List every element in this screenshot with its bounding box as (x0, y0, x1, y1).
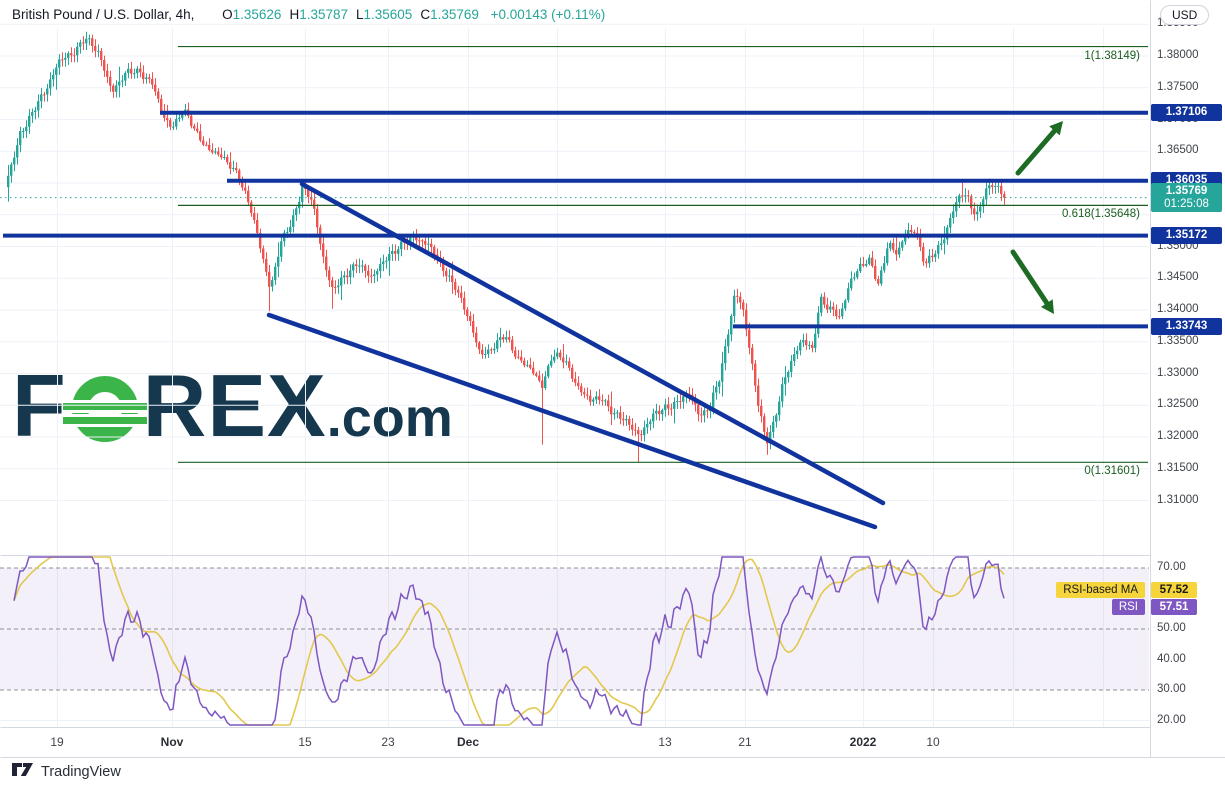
rsi-ma-value: 57.52 (1151, 582, 1197, 598)
price-tick: 1.32500 (1157, 398, 1199, 411)
time-label: 10 (926, 735, 940, 749)
currency-toggle[interactable]: USD (1160, 5, 1210, 25)
symbol-title[interactable]: British Pound / U.S. Dollar, 4h, (12, 7, 195, 22)
chart-header: British Pound / U.S. Dollar, 4h, O1.3562… (12, 7, 605, 22)
price-tick: 1.33500 (1157, 334, 1199, 347)
time-label: 19 (50, 735, 64, 749)
watermark-text-com: .com (326, 388, 453, 448)
ohlc-value: 1.35626 (232, 7, 282, 22)
tradingview-text: TradingView (41, 763, 121, 780)
rsi-ma-label: RSI-based MA (1056, 582, 1145, 598)
fib-label: 0.618(1.35648) (1061, 208, 1140, 221)
price-tick: 1.37500 (1157, 80, 1199, 93)
fib-label: 0(1.31601) (1084, 465, 1140, 478)
rsi-value: 57.51 (1151, 599, 1197, 615)
bar-countdown: 01:25:08 (1164, 197, 1209, 210)
rsi-tick: 20.00 (1157, 713, 1186, 726)
change-value: +0.00143 (+0.11%) (490, 7, 606, 22)
level-price-label: 1.33743 (1151, 317, 1222, 335)
price-tick: 1.38000 (1157, 49, 1199, 61)
ohlc-values: O1.35626 H1.35787 L1.35605 C1.35769 (214, 7, 479, 22)
tradingview-mark-icon (12, 763, 33, 776)
ohlc-key: O (222, 7, 233, 22)
forex-logo-o-icon (62, 376, 147, 442)
time-label: Nov (160, 735, 184, 749)
time-label: 2022 (849, 735, 877, 749)
rsi-tick: 50.00 (1157, 622, 1186, 634)
tradingview-logo[interactable]: TradingView (12, 763, 121, 780)
time-label: 21 (738, 735, 752, 749)
price-tick: 1.32000 (1157, 430, 1199, 442)
price-tick: 1.31500 (1157, 461, 1199, 474)
rsi-tick: 40.00 (1157, 652, 1186, 665)
ohlc-key: L (356, 7, 364, 22)
ohlc-key: H (289, 7, 300, 22)
level-price-label: 1.37106 (1151, 104, 1222, 122)
rsi-tick: 30.00 (1157, 683, 1186, 695)
ohlc-key: C (420, 7, 431, 22)
price-tick: 1.34000 (1157, 303, 1199, 315)
price-tick: 1.33000 (1157, 366, 1199, 379)
time-label: 15 (298, 735, 312, 749)
ohlc-value: 1.35787 (299, 7, 348, 22)
level-price-label: 1.35172 (1151, 227, 1222, 245)
rsi-label: RSI (1111, 599, 1145, 615)
time-label: 23 (381, 735, 395, 749)
current-price-value: 1.35769 (1165, 184, 1208, 197)
ohlc-value: 1.35769 (430, 7, 479, 22)
price-tick: 1.36500 (1157, 144, 1199, 157)
price-tick: 1.34500 (1157, 271, 1199, 284)
price-tick: 1.31000 (1157, 493, 1199, 506)
rsi-tick: 70.00 (1157, 561, 1186, 573)
fib-label: 1(1.38149) (1084, 49, 1140, 62)
time-label: Dec (456, 735, 479, 749)
ohlc-value: 1.35605 (363, 7, 413, 22)
time-label: 13 (658, 735, 672, 749)
current-price-label: 1.35769 01:25:08 (1151, 182, 1222, 212)
